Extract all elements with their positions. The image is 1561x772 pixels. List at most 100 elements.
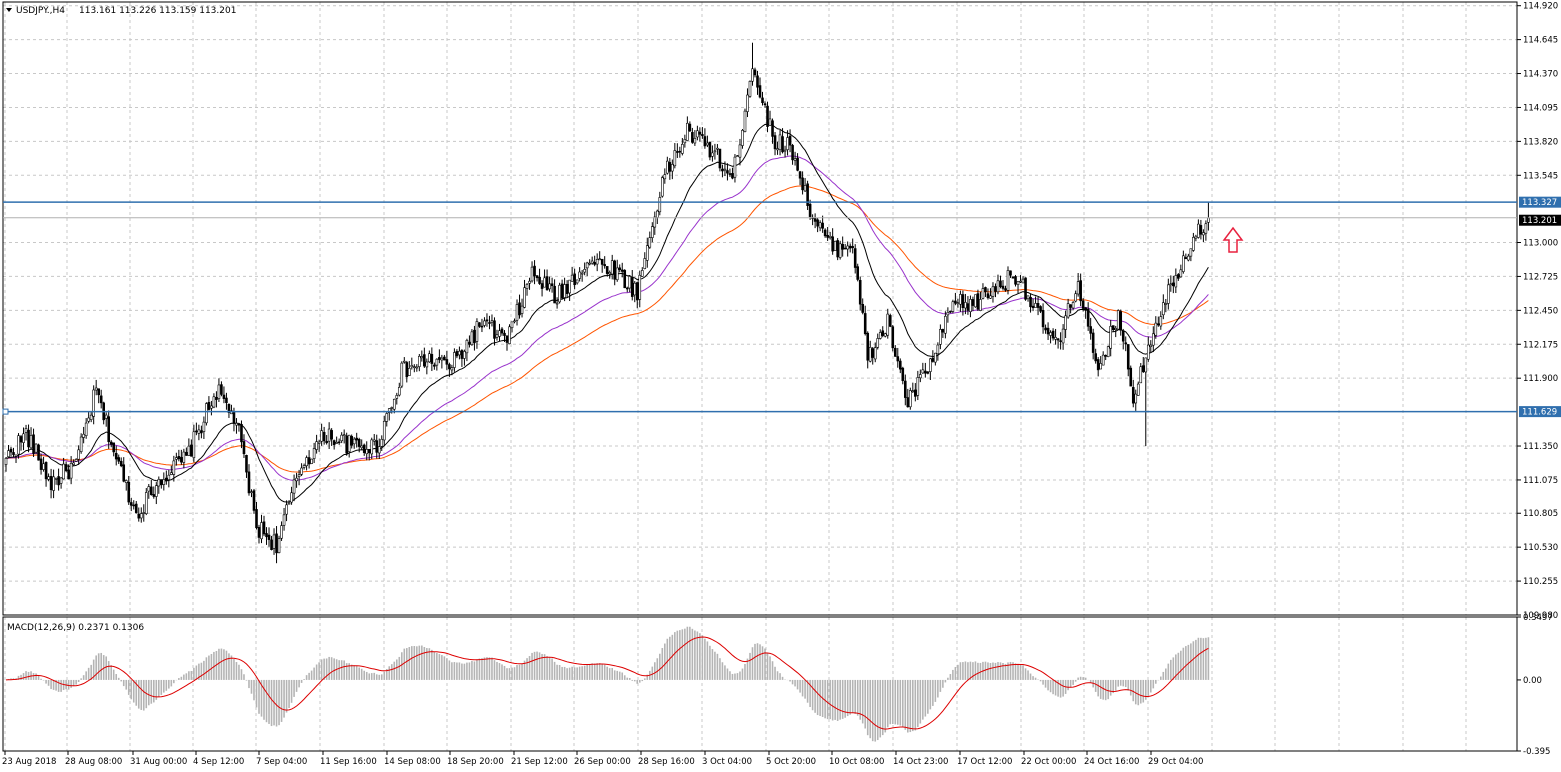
symbol-label: USDJPY.,H4 bbox=[16, 6, 65, 16]
candle-body bbox=[275, 533, 278, 554]
candle-body bbox=[292, 479, 296, 494]
candle-body bbox=[926, 371, 930, 374]
candle-body bbox=[655, 210, 659, 218]
candle-body bbox=[763, 103, 767, 106]
support-line-handle[interactable] bbox=[2, 408, 9, 415]
candle-body bbox=[806, 183, 809, 206]
candle-body bbox=[608, 272, 612, 275]
candle-body bbox=[861, 304, 865, 313]
candle-body bbox=[415, 366, 419, 369]
candle-body bbox=[17, 435, 20, 455]
candle-body bbox=[1051, 330, 1055, 339]
candle-body bbox=[773, 135, 777, 150]
candle-body bbox=[295, 477, 298, 482]
candle-body bbox=[828, 235, 832, 238]
candle-body bbox=[300, 467, 303, 475]
candle-body bbox=[468, 341, 471, 345]
candle-body bbox=[235, 422, 238, 426]
candle-body bbox=[1004, 288, 1007, 291]
candle-body bbox=[893, 347, 897, 357]
candle-body bbox=[104, 414, 108, 419]
price-tick-label: 114.920 bbox=[1523, 2, 1558, 12]
candle-body bbox=[27, 429, 30, 448]
candle-body bbox=[402, 360, 406, 363]
candle-body bbox=[335, 442, 338, 444]
candle-body bbox=[761, 97, 764, 104]
candle-body bbox=[563, 284, 566, 298]
candle-body bbox=[217, 384, 221, 399]
candle-body bbox=[475, 321, 479, 342]
candle-body bbox=[320, 430, 323, 442]
candle-body bbox=[232, 411, 236, 424]
candle-body bbox=[1109, 325, 1113, 349]
candle-body bbox=[984, 287, 987, 293]
candle-body bbox=[650, 226, 654, 238]
candle-body bbox=[583, 269, 586, 273]
candle-body bbox=[936, 344, 940, 355]
candle-body bbox=[776, 148, 779, 151]
candle-body bbox=[625, 287, 629, 290]
candle-body bbox=[1164, 303, 1168, 305]
candle-body bbox=[172, 460, 176, 475]
candle-body bbox=[1036, 303, 1040, 308]
candle-body bbox=[1041, 310, 1045, 328]
candle-body bbox=[520, 305, 524, 314]
candle-body bbox=[573, 273, 576, 286]
candle-body bbox=[405, 362, 409, 378]
up-arrow-icon[interactable] bbox=[1222, 226, 1244, 253]
candle-body bbox=[891, 326, 895, 349]
candle-body bbox=[711, 152, 714, 157]
support-price-tag: 111.629 bbox=[1519, 406, 1561, 418]
candle-body bbox=[382, 420, 386, 441]
candle-body bbox=[430, 354, 434, 364]
candle-body bbox=[147, 486, 151, 492]
candle-body bbox=[733, 156, 737, 178]
candle-body bbox=[325, 441, 328, 444]
candle-body bbox=[142, 512, 146, 514]
candle-body bbox=[545, 276, 549, 291]
menu-triangle-icon[interactable] bbox=[6, 8, 12, 12]
candle-body bbox=[260, 522, 263, 540]
candle-body bbox=[615, 267, 619, 281]
candle-body bbox=[718, 148, 722, 169]
price-axis: 114.920 114.645 114.370 114.095 113.820 113.5… bbox=[1517, 2, 1558, 621]
candle-body bbox=[756, 75, 759, 88]
candle-body bbox=[82, 433, 85, 438]
candle-body bbox=[533, 265, 536, 277]
candle-body bbox=[1106, 346, 1110, 357]
time-tick-label: 5 Oct 20:00 bbox=[766, 757, 816, 767]
svg-text:113.327: 113.327 bbox=[1522, 198, 1557, 208]
candle-body bbox=[9, 448, 13, 453]
candle-body bbox=[949, 310, 952, 313]
candle-body bbox=[716, 147, 719, 150]
candle-body bbox=[843, 247, 847, 250]
candle-body bbox=[575, 279, 579, 284]
candle-body bbox=[1124, 342, 1128, 345]
candle-body bbox=[423, 354, 426, 367]
candle-body bbox=[450, 367, 454, 371]
candle-body bbox=[1159, 316, 1163, 327]
candle-body bbox=[1126, 344, 1130, 370]
candle-body bbox=[465, 340, 469, 354]
candle-body bbox=[1009, 270, 1012, 276]
candle-body bbox=[498, 330, 501, 337]
candle-body bbox=[676, 151, 679, 153]
candle-body bbox=[969, 299, 972, 312]
candle-body bbox=[668, 162, 672, 172]
candle-body bbox=[67, 469, 70, 480]
candle-body bbox=[523, 287, 526, 308]
candle-body bbox=[743, 110, 747, 132]
candle-body bbox=[703, 136, 707, 147]
candle-body bbox=[372, 439, 376, 442]
candle-body bbox=[515, 304, 519, 321]
time-tick-label: 14 Oct 23:00 bbox=[893, 757, 948, 767]
macd-tick-label: 0.00 bbox=[1523, 676, 1542, 686]
candle-body bbox=[1151, 333, 1155, 346]
candle-body bbox=[440, 357, 444, 361]
price-tick-label: 114.645 bbox=[1523, 36, 1558, 46]
candle-body bbox=[390, 407, 394, 409]
candle-body bbox=[568, 279, 571, 294]
candle-body bbox=[906, 397, 910, 408]
candle-body bbox=[999, 280, 1002, 288]
